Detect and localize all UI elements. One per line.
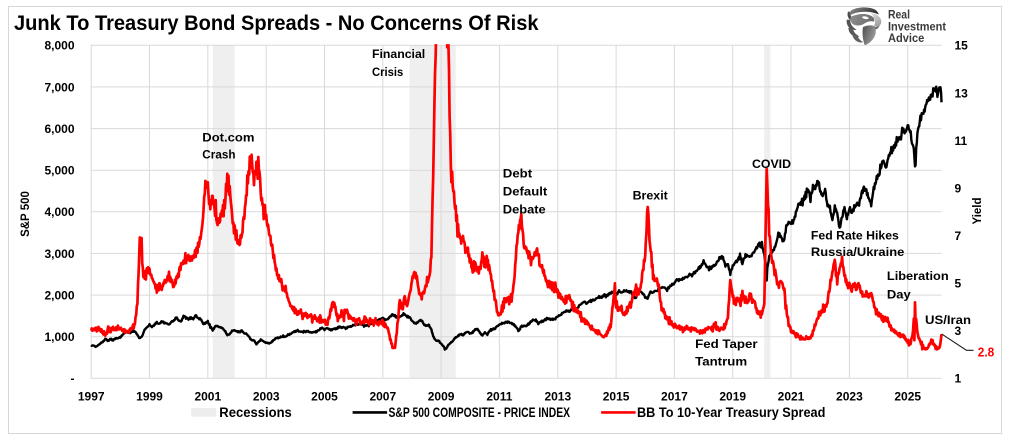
svg-text:Dot.com: Dot.com	[202, 131, 254, 145]
svg-text:Liberation: Liberation	[887, 269, 949, 283]
svg-text:Day: Day	[887, 287, 911, 301]
svg-text:2011: 2011	[486, 390, 512, 404]
svg-text:2005: 2005	[311, 390, 338, 404]
svg-text:2015: 2015	[603, 390, 630, 404]
svg-text:2003: 2003	[253, 390, 280, 404]
svg-text:2007: 2007	[369, 390, 396, 404]
svg-text:-: -	[71, 372, 75, 386]
svg-text:2025: 2025	[894, 390, 921, 404]
svg-text:2001: 2001	[194, 390, 221, 404]
svg-text:Real: Real	[888, 8, 910, 22]
svg-text:Junk To Treasury Bond Spreads: Junk To Treasury Bond Spreads - No Conce…	[14, 12, 539, 35]
svg-text:6,000: 6,000	[44, 122, 74, 136]
svg-text:8,000: 8,000	[44, 39, 74, 53]
svg-text:5,000: 5,000	[44, 164, 74, 178]
svg-text:Default: Default	[503, 184, 547, 198]
svg-text:Yield: Yield	[972, 197, 984, 224]
svg-text:Financial: Financial	[372, 47, 425, 61]
svg-text:9: 9	[955, 181, 962, 195]
svg-text:BB To 10-Year Treasury Spread: BB To 10-Year Treasury Spread	[637, 405, 825, 420]
svg-text:Tantrum: Tantrum	[695, 355, 747, 369]
svg-text:13: 13	[955, 86, 969, 100]
svg-text:Russia/Ukraine: Russia/Ukraine	[811, 245, 905, 259]
svg-text:2,000: 2,000	[44, 288, 74, 302]
svg-text:2023: 2023	[836, 390, 863, 404]
svg-text:7,000: 7,000	[44, 80, 74, 94]
svg-text:Debate: Debate	[503, 202, 546, 216]
svg-text:1,000: 1,000	[44, 330, 74, 344]
svg-text:2013: 2013	[544, 390, 571, 404]
svg-text:1: 1	[955, 372, 962, 386]
svg-text:2009: 2009	[428, 390, 455, 404]
svg-text:2021: 2021	[778, 390, 805, 404]
svg-text:US/Iran: US/Iran	[925, 313, 971, 327]
svg-text:15: 15	[955, 39, 969, 53]
svg-text:Debt: Debt	[503, 166, 532, 180]
svg-text:Advice: Advice	[888, 31, 925, 45]
svg-text:Crisis: Crisis	[372, 65, 404, 79]
svg-text:Recessions: Recessions	[219, 405, 291, 420]
svg-text:5: 5	[955, 277, 962, 291]
svg-text:COVID: COVID	[752, 157, 791, 171]
svg-text:3: 3	[955, 324, 962, 338]
svg-text:1997: 1997	[78, 390, 105, 404]
svg-text:S&P 500 COMPOSITE - PRICE INDE: S&P 500 COMPOSITE - PRICE INDEX	[389, 405, 571, 420]
svg-text:Crash: Crash	[202, 147, 235, 161]
svg-text:S&P 500: S&P 500	[20, 191, 32, 237]
svg-text:3,000: 3,000	[44, 247, 74, 261]
svg-text:2019: 2019	[719, 390, 746, 404]
svg-text:7: 7	[955, 229, 962, 243]
svg-text:1999: 1999	[136, 390, 163, 404]
svg-text:2017: 2017	[661, 390, 688, 404]
svg-text:Investment: Investment	[888, 19, 946, 33]
svg-text:Fed Taper: Fed Taper	[695, 337, 758, 351]
svg-text:Fed Rate Hikes: Fed Rate Hikes	[811, 229, 899, 243]
svg-text:Brexit: Brexit	[633, 189, 668, 203]
svg-text:2.8: 2.8	[978, 345, 994, 360]
svg-text:11: 11	[955, 134, 968, 148]
svg-text:4,000: 4,000	[44, 205, 74, 219]
